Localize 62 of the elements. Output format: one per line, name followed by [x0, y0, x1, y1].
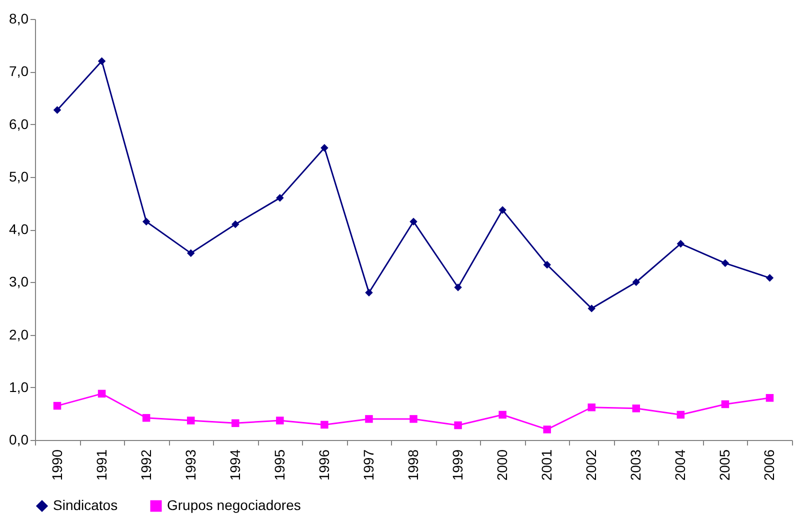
y-tick-label: 6,0: [9, 116, 29, 132]
x-tick-label: 1990: [48, 449, 65, 481]
point: [186, 249, 195, 258]
point: [276, 416, 284, 424]
x-tick-label: 1994: [226, 449, 243, 481]
point: [498, 410, 506, 419]
point: [186, 416, 195, 424]
x-tick-label: 1996: [316, 449, 332, 481]
x-tick-label: 2002: [583, 449, 600, 481]
point: [276, 194, 284, 202]
x-tick-label: 1991: [93, 449, 110, 481]
x-tick-label: 1998: [405, 449, 421, 481]
point: [632, 404, 640, 412]
x-tick-label: 2005: [716, 449, 733, 481]
x-tick-label: 2001: [538, 449, 555, 481]
point: [721, 259, 730, 268]
point: [98, 57, 106, 65]
x-tick-label: 1997: [360, 449, 376, 481]
x-tick-label: 2003: [628, 449, 644, 481]
x-tick-label: 1993: [182, 449, 198, 481]
legend-label: Sindicatos: [53, 497, 118, 513]
x-tick-label: 2004: [672, 449, 688, 481]
y-tick-label: 3,0: [9, 274, 29, 290]
point: [320, 420, 328, 429]
y-tick-label: 0,0: [9, 432, 29, 448]
point: [53, 106, 62, 114]
point: [365, 288, 373, 297]
point: [53, 402, 62, 410]
point: [454, 284, 462, 292]
point: [766, 274, 774, 282]
point: [588, 404, 596, 412]
point: [320, 144, 328, 152]
point: [588, 304, 596, 312]
point: [454, 421, 462, 430]
y-tick-label: 8,0: [9, 10, 29, 26]
point: [142, 414, 150, 422]
y-tick-label: 4,0: [9, 221, 29, 237]
point: [676, 410, 685, 419]
point: [232, 220, 240, 228]
point: [98, 390, 106, 398]
point: [543, 426, 551, 434]
point: [721, 400, 730, 408]
y-tick-label: 2,0: [9, 326, 29, 342]
point: [142, 218, 150, 226]
x-tick-label: 1992: [138, 449, 154, 481]
point: [543, 260, 551, 269]
point: [232, 419, 240, 428]
x-tick-label: 2006: [761, 449, 778, 481]
point: [676, 240, 685, 248]
legend-label: Grupos negociadores: [167, 497, 301, 513]
point: [498, 206, 506, 214]
x-tick-label: 1995: [271, 449, 288, 481]
point: [766, 394, 774, 402]
point: [410, 218, 418, 226]
point: [632, 278, 640, 286]
x-tick-label: 2000: [494, 449, 510, 481]
y-tick-label: 5,0: [9, 168, 29, 184]
point: [365, 415, 373, 423]
point: [410, 415, 418, 423]
y-tick-label: 1,0: [9, 378, 29, 395]
y-tick-label: 7,0: [9, 63, 29, 80]
x-tick-label: 1999: [450, 449, 466, 481]
